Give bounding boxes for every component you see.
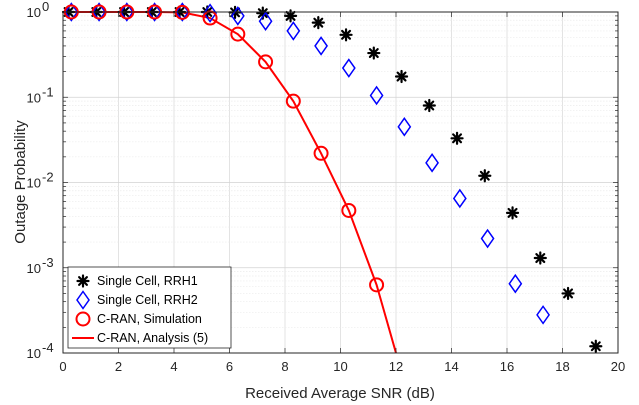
- data-point-rrh2: [341, 58, 356, 78]
- data-point-rrh2: [508, 273, 523, 294]
- x-tick-label: 20: [611, 359, 625, 374]
- data-point-rrh2: [203, 3, 217, 23]
- data-point-rrh1: [394, 69, 409, 84]
- data-point-rrh1: [422, 98, 436, 113]
- x-tick-label: 4: [170, 359, 177, 374]
- y-tick-label: 10: [27, 261, 41, 276]
- x-tick-label: 18: [555, 359, 569, 374]
- data-point-cran-simulation: [369, 277, 385, 293]
- x-tick-label: 16: [500, 359, 514, 374]
- data-point-rrh1: [533, 251, 547, 265]
- data-point-cran-simulation: [285, 93, 301, 109]
- y-tick-label-exponent: -1: [42, 84, 54, 99]
- data-point-rrh2: [147, 2, 162, 22]
- y-tick-label: 10: [27, 5, 41, 20]
- legend-symbol-circle: [75, 311, 91, 327]
- data-point-rrh2: [64, 2, 79, 22]
- data-point-rrh2: [119, 2, 134, 22]
- legend-symbols: [72, 274, 94, 339]
- x-tick-label: 12: [389, 359, 403, 374]
- data-point-cran-simulation: [258, 54, 274, 70]
- x-axis-title: Received Average SNR (dB): [245, 385, 435, 402]
- data-point-rrh1: [450, 131, 464, 145]
- data-point-rrh2: [286, 21, 301, 41]
- data-point-rrh1: [505, 206, 520, 220]
- data-point-rrh2: [397, 117, 412, 137]
- tick-marks: [62, 12, 619, 353]
- data-point-cran-simulation: [230, 26, 246, 42]
- x-tick-label: 10: [333, 359, 347, 374]
- y-tick-label-exponent: 0: [42, 0, 49, 14]
- y-tick-label: 10: [27, 90, 41, 105]
- legend: Single Cell, RRH1 Single Cell, RRH2 C-RA…: [67, 266, 232, 349]
- x-tick-label: 6: [226, 359, 233, 374]
- legend-label-rrh2: Single Cell, RRH2: [97, 293, 198, 307]
- x-tick-labels: 0 2 4 6 8 10 12 14 16 18 20: [59, 359, 625, 374]
- data-point-rrh2: [536, 305, 550, 325]
- data-point-cran-simulation: [341, 202, 357, 218]
- data-point-rrh1: [339, 28, 353, 42]
- legend-box: [67, 266, 232, 349]
- data-point-rrh2: [230, 6, 245, 26]
- data-point-rrh1: [561, 286, 575, 301]
- legend-label-cran-analysis: C-RAN, Analysis (5): [97, 331, 208, 345]
- data-point-rrh1: [478, 169, 492, 183]
- y-tick-label: 10: [27, 176, 41, 191]
- y-tick-label: 10: [27, 346, 41, 361]
- data-point-rrh2: [314, 36, 328, 56]
- data-point-rrh2: [258, 11, 273, 31]
- data-point-rrh2: [452, 188, 467, 209]
- data-point-rrh1: [589, 339, 603, 353]
- x-tick-label: 8: [281, 359, 288, 374]
- legend-label-cran-simulation: C-RAN, Simulation: [97, 312, 202, 326]
- legend-symbol-diamond: [76, 290, 90, 310]
- data-point-rrh2: [175, 2, 190, 22]
- y-tick-label-exponent: -4: [42, 340, 54, 355]
- y-tick-label-exponent: -3: [42, 255, 54, 270]
- data-point-rrh1: [311, 16, 325, 30]
- y-axis-title: Outage Probability: [12, 120, 29, 244]
- data-point-rrh2: [92, 2, 106, 22]
- x-tick-label: 14: [444, 359, 458, 374]
- data-point-cran-simulation: [313, 145, 329, 161]
- y-tick-label-exponent: -2: [42, 170, 54, 185]
- x-tick-label: 2: [115, 359, 122, 374]
- data-point-rrh2: [369, 85, 384, 106]
- x-tick-label: 0: [59, 359, 66, 374]
- data-point-rrh2: [480, 228, 495, 249]
- legend-label-rrh1: Single Cell, RRH1: [97, 274, 198, 288]
- data-point-rrh2: [425, 153, 439, 173]
- data-point-rrh1: [367, 46, 381, 60]
- legend-symbol-asterisk: [76, 274, 90, 288]
